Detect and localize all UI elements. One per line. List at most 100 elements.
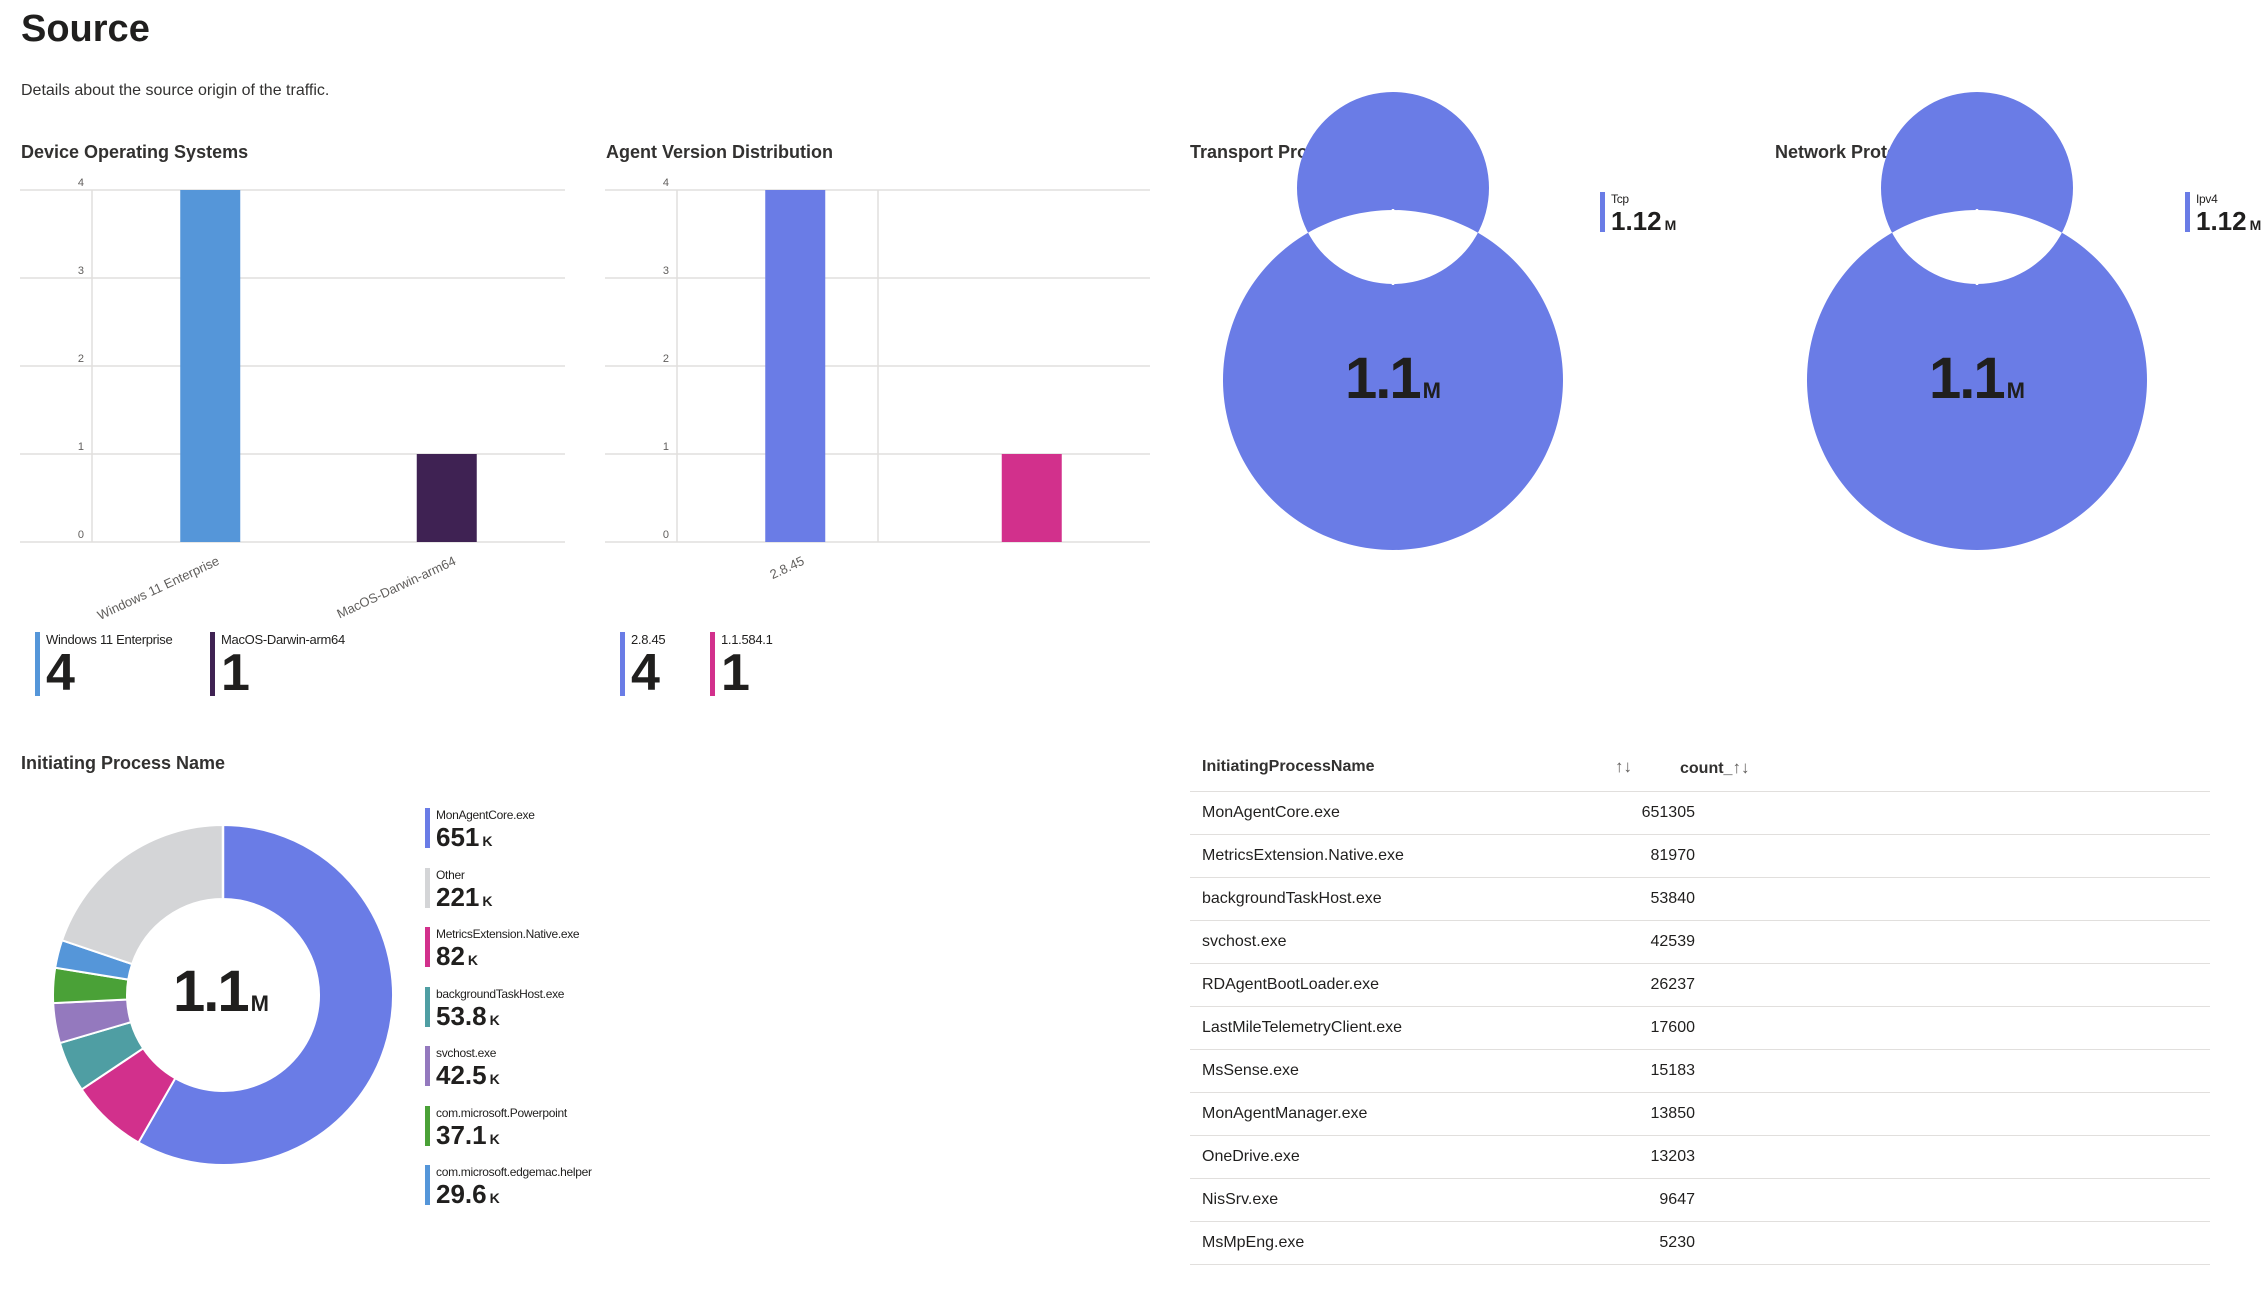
legend-value: 1 — [721, 644, 750, 702]
y-tick-label: 0 — [663, 529, 669, 541]
cell-process-name: MetricsExtension.Native.exe — [1202, 847, 1404, 864]
donut-slice[interactable] — [1222, 92, 1563, 550]
table-row[interactable]: MonAgentCore.exe 651305 — [1190, 792, 2210, 835]
table-row[interactable]: svchost.exe 42539 — [1190, 921, 2210, 964]
legend-item[interactable]: 1.1.584.1 1 — [710, 632, 773, 699]
cell-count: 26237 — [1650, 976, 1696, 993]
legend-item[interactable]: Tcp 1.12 M — [1600, 192, 1676, 234]
bar[interactable] — [416, 454, 477, 542]
agent-version-title: Agent Version Distribution — [606, 142, 834, 162]
legend-item[interactable]: Other 221 K — [425, 867, 493, 912]
legend-label: com.microsoft.Powerpoint — [436, 1105, 567, 1120]
cell-process-name: backgroundTaskHost.exe — [1202, 890, 1382, 907]
legend-unit: K — [467, 952, 479, 968]
legend-item[interactable]: MacOS-Darwin-arm64 1 — [210, 632, 345, 699]
process-center-value: 1.1 M — [173, 959, 269, 1024]
table-row[interactable]: NisSrv.exe 9647 — [1190, 1179, 2210, 1222]
legend-color-swatch — [2185, 192, 2190, 232]
legend-value: 221 — [436, 881, 480, 912]
cell-process-name: OneDrive.exe — [1202, 1148, 1300, 1165]
legend-color-swatch — [425, 1046, 430, 1086]
table-row[interactable]: MsMpEng.exe 5230 — [1190, 1222, 2210, 1265]
cell-count: 81970 — [1650, 847, 1696, 864]
legend-unit: M — [2249, 217, 2262, 233]
legend-item[interactable]: backgroundTaskHost.exe 53.8 K — [425, 986, 565, 1029]
table-row[interactable]: MetricsExtension.Native.exe 81970 — [1190, 835, 2210, 878]
cell-count: 651305 — [1641, 804, 1695, 821]
legend-label: 2.8.45 — [631, 632, 666, 647]
legend-label: Tcp — [1611, 192, 1629, 206]
legend-unit: K — [489, 1130, 500, 1147]
network-center-value: 1.1 M — [1929, 346, 2025, 411]
legend-value: 37.1 — [436, 1119, 487, 1150]
table-row[interactable]: LastMileTelemetryClient.exe 17600 — [1190, 1007, 2210, 1050]
cell-count: 13203 — [1650, 1148, 1696, 1165]
legend-item[interactable]: Ipv4 1.12 M — [2185, 192, 2261, 234]
legend-value: 29.6 — [436, 1179, 487, 1209]
x-tick-label: Windows 11 Enterprise — [95, 553, 222, 623]
cell-count: 9647 — [1659, 1191, 1695, 1208]
legend-item[interactable]: com.microsoft.Powerpoint 37.1 K — [425, 1105, 567, 1150]
y-tick-label: 2 — [78, 353, 84, 365]
legend-label: 1.1.584.1 — [721, 632, 773, 647]
legend-color-swatch — [710, 632, 715, 696]
legend-item[interactable]: MetricsExtension.Native.exe 82 K — [425, 927, 580, 971]
x-tick-label: MacOS-Darwin-arm64 — [334, 553, 458, 621]
page-subtitle: Details about the source origin of the t… — [21, 82, 330, 99]
legend-color-swatch — [425, 927, 430, 967]
cell-process-name: svchost.exe — [1202, 933, 1287, 950]
donut-slice[interactable] — [137, 823, 394, 1166]
cell-count: 53840 — [1650, 890, 1696, 907]
y-tick-label: 4 — [663, 177, 669, 189]
table-row[interactable]: backgroundTaskHost.exe 53840 — [1190, 878, 2210, 921]
y-tick-label: 1 — [663, 441, 669, 453]
legend-unit: K — [489, 1071, 500, 1087]
cell-process-name: MonAgentCore.exe — [1202, 804, 1340, 821]
legend-value: 4 — [46, 644, 75, 702]
transport-center-value: 1.1 M — [1345, 346, 1441, 411]
cell-process-name: NisSrv.exe — [1202, 1191, 1279, 1208]
legend-item[interactable]: MonAgentCore.exe 651 K — [425, 808, 535, 850]
legend-label: MonAgentCore.exe — [436, 808, 535, 822]
table-row[interactable]: OneDrive.exe 13203 — [1190, 1136, 2210, 1179]
column-header-process-name[interactable]: InitiatingProcessName — [1202, 758, 1375, 775]
cell-count: 13850 — [1650, 1105, 1696, 1122]
legend-item[interactable]: Windows 11 Enterprise 4 — [35, 632, 173, 702]
bar[interactable] — [1001, 454, 1062, 542]
x-tick-label: 2.8.45 — [767, 553, 806, 582]
cell-process-name: LastMileTelemetryClient.exe — [1202, 1019, 1403, 1036]
legend-label: svchost.exe — [436, 1046, 497, 1060]
legend-label: backgroundTaskHost.exe — [436, 986, 565, 1001]
legend-value: 82 — [436, 941, 465, 971]
bar[interactable] — [180, 190, 241, 542]
legend-value: 651 — [436, 822, 480, 852]
cell-process-name: MonAgentManager.exe — [1202, 1105, 1368, 1122]
legend-value: 1 — [221, 644, 250, 702]
legend-value: 4 — [631, 644, 660, 702]
legend-color-swatch — [425, 1165, 430, 1205]
cell-count: 42539 — [1650, 933, 1696, 950]
y-tick-label: 3 — [78, 265, 84, 277]
sort-count-icon[interactable]: ↑↓ — [1732, 758, 1750, 777]
agent-version-bar-chart: 0 1 2 3 4 2.8.45 — [605, 177, 1150, 582]
bar[interactable] — [765, 190, 826, 542]
legend-item[interactable]: svchost.exe 42.5 K — [425, 1046, 500, 1088]
table-row[interactable]: MsSense.exe 15183 — [1190, 1050, 2210, 1093]
network-donut-chart — [1806, 92, 2147, 550]
donut-slice[interactable] — [60, 823, 224, 966]
legend-label: MacOS-Darwin-arm64 — [221, 632, 345, 647]
legend-label: Ipv4 — [2196, 192, 2218, 206]
legend-value: 1.12 — [2196, 206, 2247, 236]
column-header-count[interactable]: count_↑↓ — [1680, 758, 1750, 777]
table-row[interactable]: MonAgentManager.exe 13850 — [1190, 1093, 2210, 1136]
cell-count: 17600 — [1650, 1019, 1696, 1036]
table-row[interactable]: RDAgentBootLoader.exe 26237 — [1190, 964, 2210, 1007]
legend-item[interactable]: com.microsoft.edgemac.helper 29.6 K — [425, 1165, 592, 1207]
legend-item[interactable]: 2.8.45 4 — [620, 632, 666, 702]
legend-unit: K — [489, 1011, 500, 1028]
legend-color-swatch — [35, 632, 40, 696]
sort-process-name-icon[interactable]: ↑↓ — [1615, 757, 1632, 776]
legend-unit: K — [482, 833, 493, 849]
donut-slice[interactable] — [1806, 92, 2147, 550]
cell-process-name: MsMpEng.exe — [1202, 1234, 1305, 1251]
